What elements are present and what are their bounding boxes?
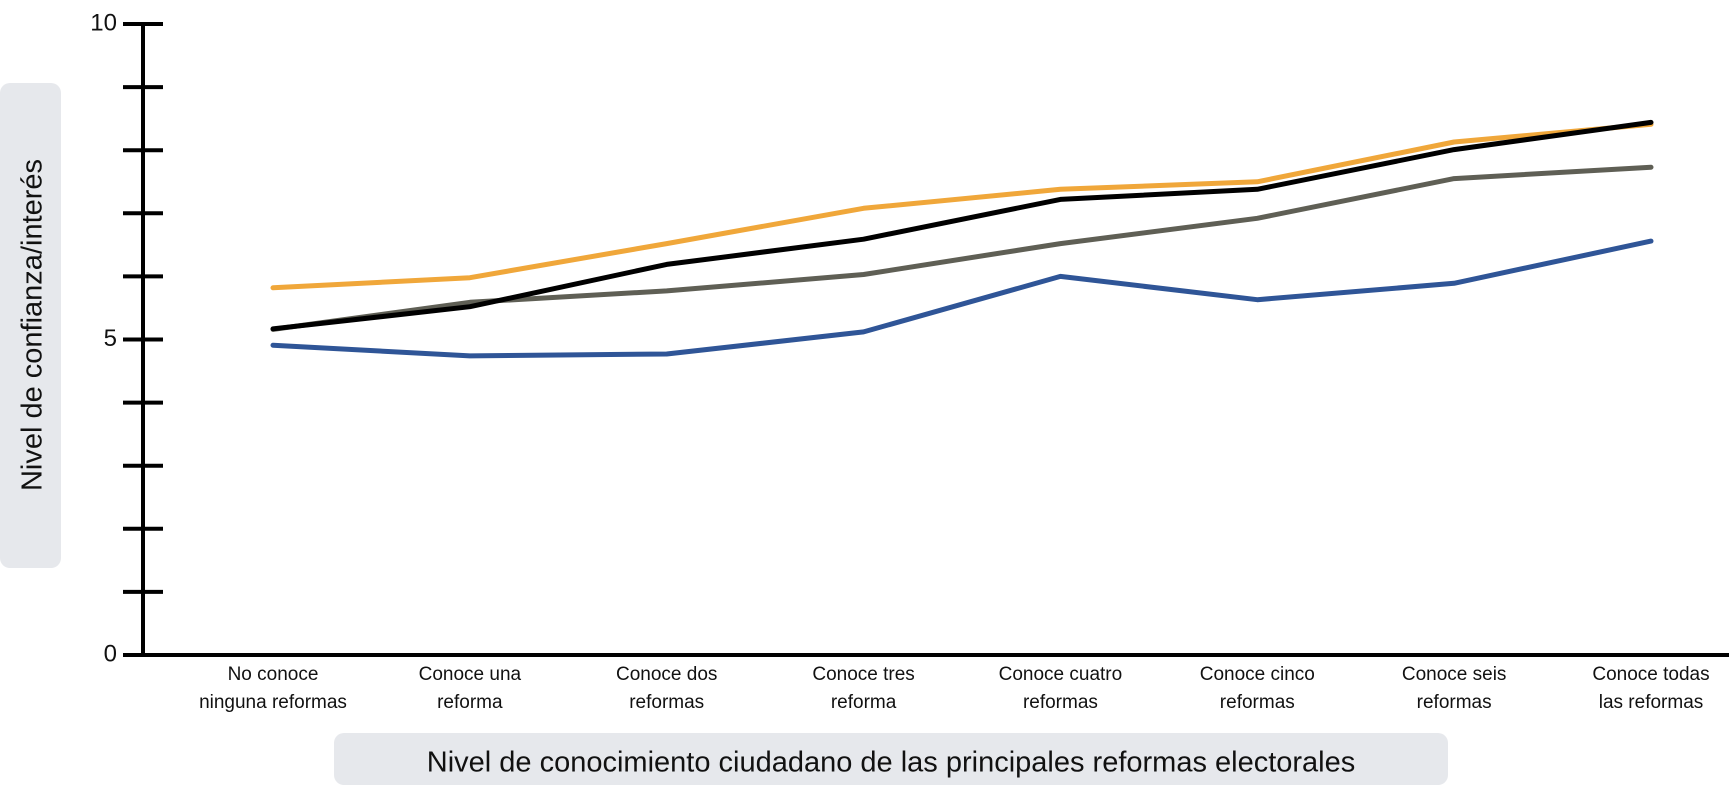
y-axis-title: Nivel de confianza/interés — [17, 159, 49, 491]
x-tick-label: Conoce todas las reformas — [1592, 664, 1709, 713]
y-tick-label: 10 — [90, 9, 117, 36]
y-title-box — [0, 83, 61, 568]
x-tick-label: No conoce ninguna reformas — [199, 664, 347, 713]
line-series — [270, 119, 1654, 332]
x-tick-label: Conoce cinco reformas — [1200, 664, 1315, 713]
x-tick-label: Conoce cuatro reformas — [999, 664, 1123, 713]
x-tick-label: Conoce una reforma — [419, 664, 522, 713]
x-tick-label: Conoce dos reformas — [616, 664, 717, 713]
x-axis-title: Nivel de conocimiento ciudadano de las p… — [427, 747, 1356, 779]
y-tick-label: 5 — [104, 325, 117, 352]
line-series — [270, 238, 1654, 359]
x-tick-label: Conoce tres reforma — [812, 664, 914, 713]
x-title-box — [334, 733, 1448, 785]
line-series — [270, 121, 1654, 291]
y-tick-label: 0 — [104, 640, 117, 667]
x-tick-label: Conoce seis reformas — [1402, 664, 1507, 713]
